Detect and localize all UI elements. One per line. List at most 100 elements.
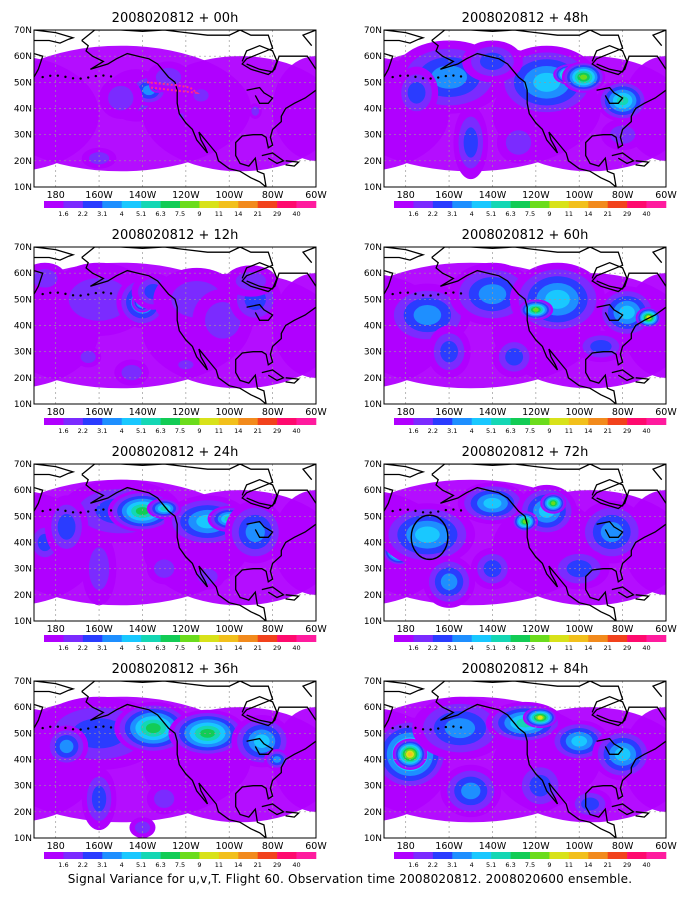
colorbar-label: 29 [623,427,631,435]
colorbar-label: 5.1 [486,210,496,218]
island [437,727,440,730]
colorbar-label: 5.1 [136,644,146,652]
colorbar-swatch [432,852,453,859]
contour-fill [532,307,539,312]
figure-caption: Signal Variance for u,v,T. Flight 60. Ob… [67,872,633,886]
lon-tick-label: 180 [397,624,415,635]
lon-tick-label: 160W [85,407,113,418]
colorbar-label: 6.3 [505,427,515,435]
map-frame [33,463,317,622]
lat-tick-label: 50N [14,729,32,739]
colorbar-label: 4 [470,210,474,218]
colorbar-swatch [141,418,161,425]
colorbar-swatch [530,201,550,208]
island [64,75,67,79]
island [406,725,410,728]
variance-field [384,479,666,608]
coastline [34,681,76,695]
island [399,725,402,728]
lon-tick-label: 60W [305,841,327,852]
colorbar-label: 11 [565,861,573,869]
coastline [301,681,316,708]
colorbar-label: 29 [273,427,281,435]
lon-tick-label: 180 [397,190,415,201]
colorbar-swatch [394,418,414,425]
colorbar-swatch [180,201,200,208]
island [414,75,417,79]
colorbar-label: 4 [120,427,124,435]
colorbar: 1.6 2.2 3.1 4 5.1 6.3 7.5 9 11 14 21 29 40 [44,852,317,869]
colorbar-swatch [646,852,667,859]
island [452,508,455,511]
colorbar-label: 6.3 [155,210,165,218]
colorbar-swatch [238,418,259,425]
colorbar-swatch [296,418,317,425]
colorbar-swatch [627,635,647,642]
island [49,508,52,511]
colorbar-label: 3.1 [447,427,457,435]
lon-tick-label: 120W [172,841,200,852]
coastline [384,30,426,44]
colorbar-label: 9 [547,210,551,218]
lat-tick-label: 50N [14,78,32,88]
colorbar: 1.6 2.2 3.1 4 5.1 6.3 7.5 9 11 14 21 29 40 [44,635,317,652]
lon-tick-label: 140W [479,407,507,418]
lon-tick-label: 160W [435,624,463,635]
colorbar-label: 7.5 [525,210,535,218]
colorbar-swatch [199,418,220,425]
coastline [34,30,76,44]
lon-tick-label: 80W [612,407,634,418]
island [109,292,113,295]
lon-tick-label: 120W [522,190,550,201]
colorbar-label: 5.1 [136,427,146,435]
colorbar-label: 40 [292,644,300,652]
colorbar-label: 11 [565,427,573,435]
colorbar: 1.6 2.2 3.1 4 5.1 6.3 7.5 9 11 14 21 29 40 [394,852,667,869]
colorbar-label: 14 [584,861,592,869]
colorbar-swatch [121,418,142,425]
island [79,77,82,80]
colorbar-label: 29 [623,861,631,869]
colorbar-swatch [257,635,278,642]
lon-tick-label: 60W [655,624,677,635]
panel-title: 2008020812 + 60h [462,228,589,243]
coastline [285,377,301,384]
lat-tick-label: 50N [364,78,382,88]
colorbar-label: 1.6 [58,210,68,218]
lon-tick-label: 60W [305,407,327,418]
coastline [611,803,635,816]
colorbar-swatch [296,201,317,208]
coastline [81,464,316,621]
colorbar-swatch [588,201,609,208]
lat-tick-label: 40N [364,322,382,332]
coastline [635,377,651,384]
contour-fill [619,305,635,320]
island [429,511,432,514]
coastline [611,369,635,382]
coastline [246,737,274,755]
coastline [591,261,628,290]
colorbar-swatch [607,418,628,425]
lon-tick-label: 100W [565,407,593,418]
island [406,74,410,77]
panel-title: 2008020812 + 48h [462,11,589,26]
colorbar-swatch [102,418,123,425]
lat-tick-label: 60N [14,486,32,496]
lat-tick-label: 50N [364,729,382,739]
island [109,726,113,729]
colorbar-label: 6.3 [505,644,515,652]
contour-fill [88,152,110,165]
colorbar-label: 11 [215,427,223,435]
colorbar-swatch [413,418,434,425]
contour-fill [108,85,134,111]
lon-tick-label: 120W [172,407,200,418]
colorbar-swatch [238,635,259,642]
colorbar-label: 14 [234,861,242,869]
contour-fill [431,65,468,89]
colorbar-swatch [296,852,317,859]
colorbar-label: 4 [470,861,474,869]
island [406,508,410,511]
contour-fill [463,127,478,158]
island [94,291,98,295]
